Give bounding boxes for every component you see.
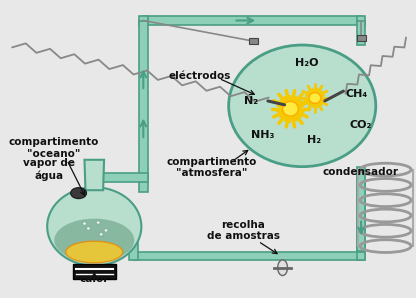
Bar <box>134 252 361 260</box>
Polygon shape <box>84 160 104 190</box>
Text: eléctrodos: eléctrodos <box>168 72 230 81</box>
Text: N₂: N₂ <box>244 96 258 106</box>
Bar <box>139 16 148 25</box>
Ellipse shape <box>87 227 90 230</box>
Ellipse shape <box>82 222 87 225</box>
Text: vapor de
água: vapor de água <box>23 159 75 181</box>
Ellipse shape <box>229 45 376 167</box>
Bar <box>357 252 366 260</box>
Ellipse shape <box>104 229 108 232</box>
Bar <box>357 170 366 251</box>
Text: calor: calor <box>79 274 109 285</box>
Text: condensador: condensador <box>322 167 399 176</box>
Ellipse shape <box>309 93 321 103</box>
Ellipse shape <box>282 101 298 116</box>
Ellipse shape <box>96 221 100 224</box>
Text: CO₂: CO₂ <box>350 120 372 131</box>
Bar <box>357 21 366 45</box>
Text: compartimento
"oceano": compartimento "oceano" <box>9 137 99 159</box>
Bar <box>357 16 366 25</box>
Text: H₂O: H₂O <box>295 58 319 68</box>
Ellipse shape <box>47 187 141 266</box>
Bar <box>87 173 148 182</box>
Text: CH₄: CH₄ <box>345 89 367 99</box>
Bar <box>139 21 148 177</box>
Ellipse shape <box>66 241 123 263</box>
Ellipse shape <box>71 188 87 198</box>
Ellipse shape <box>99 233 103 236</box>
Bar <box>357 35 366 41</box>
Text: compartimento
"atmosfera": compartimento "atmosfera" <box>167 157 257 179</box>
Bar <box>249 38 258 44</box>
Bar <box>129 231 138 260</box>
Bar <box>73 264 116 280</box>
Ellipse shape <box>54 219 134 262</box>
Bar <box>357 167 366 260</box>
Bar <box>139 176 148 192</box>
Bar <box>144 16 361 25</box>
Text: NH₃: NH₃ <box>251 130 275 140</box>
Text: H₂: H₂ <box>307 135 321 145</box>
Ellipse shape <box>278 260 287 276</box>
Text: recolha
de amostras: recolha de amostras <box>207 220 280 241</box>
